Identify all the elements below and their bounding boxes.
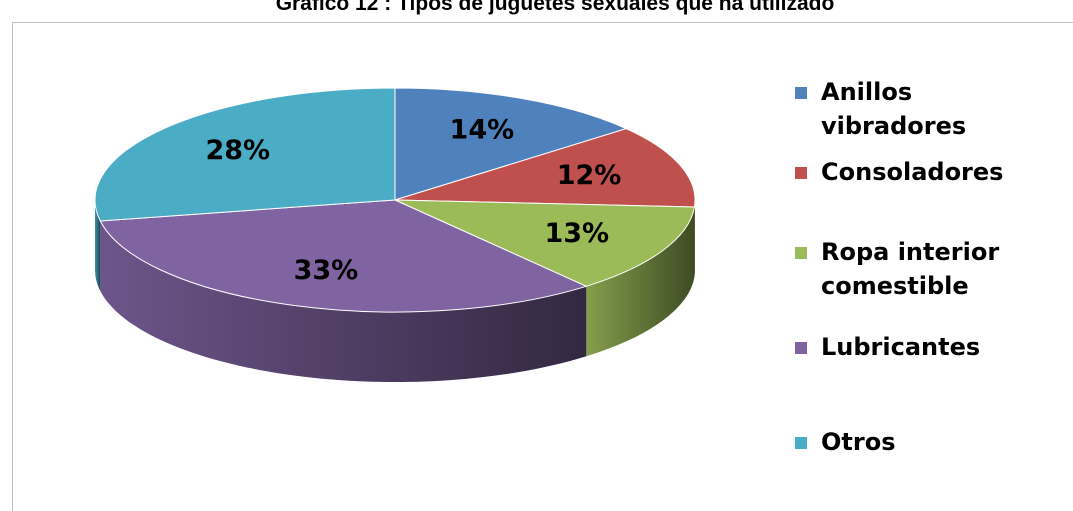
pie-slice: [94, 87, 396, 222]
pie-slice: [394, 128, 696, 208]
pie-slice: [394, 87, 628, 201]
legend-swatch: [795, 87, 807, 99]
legend-label: Anillos vibradores: [821, 78, 967, 140]
pie-side-shade: [95, 200, 101, 291]
data-label: 12%: [557, 160, 622, 191]
pie-side-shade: [694, 200, 695, 278]
legend-label: Consoladores: [821, 158, 1004, 186]
legend-swatch: [795, 167, 807, 179]
data-label: 13%: [544, 218, 609, 249]
legend-swatch: [795, 437, 807, 449]
frame: [12, 22, 1073, 511]
pie-slice: [394, 199, 695, 287]
pie-side-shade: [586, 207, 695, 357]
legend-item: Anillos vibradores: [795, 75, 1045, 143]
pie-side-shade: [100, 220, 587, 382]
legend-label: Otros: [821, 428, 896, 456]
pie-slice: [99, 199, 588, 313]
chart-title: Gráfico 12 : Tipos de juguetes sexuales …: [275, 0, 835, 15]
legend-item: Otros: [795, 425, 1045, 459]
data-label: 33%: [294, 255, 359, 286]
legend-item: Lubricantes: [795, 330, 1045, 364]
pie-sides: [95, 200, 695, 382]
data-label: 28%: [205, 135, 270, 166]
data-label: 14%: [450, 115, 515, 146]
legend-label: Lubricantes: [821, 333, 981, 361]
legend-item: Consoladores: [795, 155, 1045, 189]
legend-swatch: [795, 342, 807, 354]
legend-swatch: [795, 247, 807, 259]
legend-label: Ropa interior comestible: [821, 238, 1000, 300]
legend-item: Ropa interior comestible: [795, 235, 1045, 303]
